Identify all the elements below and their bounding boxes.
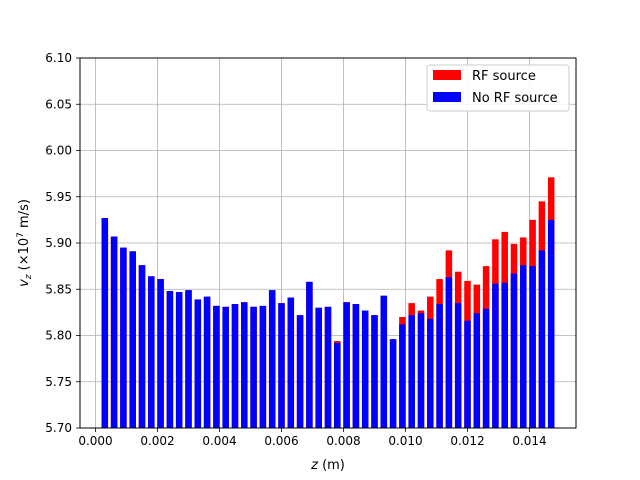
bar-no-rf-source-16	[250, 306, 257, 428]
bar-no-rf-source-1	[110, 236, 118, 428]
bar-no-rf-source-22	[306, 281, 313, 428]
y-axis-label: vz (×107 m/s)	[16, 199, 34, 287]
y-tick-label: 6.10	[45, 51, 72, 65]
y-axis: 5.70 5.75 5.80 5.85 5.90 5.95 6.00 6.05 6.10	[45, 51, 80, 435]
bar-no-rf-source-21	[296, 315, 304, 428]
x-tick-label: 0.014	[512, 434, 546, 448]
y-axis-post: m/s)	[17, 199, 32, 232]
bar-no-rf-source-38	[454, 303, 462, 428]
bar-no-rf-source-30	[380, 295, 388, 428]
bar-no-rf-source-13	[222, 306, 229, 428]
y-axis-pre: (×10	[17, 238, 32, 275]
x-axis: 0.000 0.002 0.004 0.006 0.008 0.010 0.012 0.014	[78, 428, 547, 448]
x-tick-label: 0.002	[140, 434, 174, 448]
x-tick-label: 0.000	[78, 434, 112, 448]
y-tick-label: 5.85	[45, 282, 72, 296]
bar-no-rf-source-23	[315, 307, 322, 428]
bar-no-rf-source-29	[371, 315, 378, 428]
legend-label-no-rf-source: No RF source	[472, 91, 558, 106]
bar-no-rf-source-2	[120, 247, 127, 428]
y-tick-label: 6.00	[45, 144, 72, 158]
bar-no-rf-source-32	[399, 324, 406, 428]
bar-no-rf-source-43	[501, 282, 508, 428]
bar-no-rf-source-4	[138, 265, 146, 428]
bar-no-rf-source-34	[417, 313, 425, 428]
bar-no-rf-source-33	[408, 315, 415, 428]
bar-no-rf-source-40	[473, 313, 481, 428]
bar-no-rf-source-35	[427, 318, 434, 428]
y-tick-label: 5.80	[45, 329, 72, 343]
bar-no-rf-source-18	[268, 290, 276, 428]
x-axis-unit: (m)	[318, 458, 345, 473]
x-tick-label: 0.012	[450, 434, 484, 448]
y-axis-sub: z	[24, 274, 34, 280]
bar-no-rf-source-36	[436, 304, 443, 428]
x-axis-var: z	[310, 458, 319, 473]
bars	[101, 177, 555, 428]
bar-no-rf-source-11	[203, 296, 211, 428]
bar-no-rf-source-10	[194, 299, 202, 428]
y-tick-label: 5.70	[45, 421, 72, 435]
bar-no-rf-source-42	[492, 283, 499, 428]
legend: RF source No RF source	[426, 64, 570, 112]
bar-no-rf-source-19	[278, 303, 285, 428]
bar-no-rf-source-45	[520, 265, 527, 428]
bar-no-rf-source-20	[287, 297, 295, 428]
bar-no-rf-source-37	[445, 277, 453, 428]
y-tick-label: 5.90	[45, 236, 72, 250]
y-tick-label: 5.75	[45, 375, 72, 389]
bar-no-rf-source-24	[324, 306, 332, 428]
bar-no-rf-source-9	[185, 290, 192, 428]
bar-no-rf-source-48	[547, 219, 555, 428]
series-no-rf-source	[101, 218, 555, 428]
bar-no-rf-source-44	[510, 273, 518, 428]
y-tick-label: 5.95	[45, 190, 72, 204]
bar-no-rf-source-27	[352, 304, 360, 428]
bar-no-rf-source-7	[166, 291, 174, 428]
bar-no-rf-source-0	[101, 218, 109, 428]
bar-no-rf-source-25	[334, 342, 341, 428]
x-tick-label: 0.006	[264, 434, 298, 448]
bar-no-rf-source-12	[213, 305, 220, 428]
bar-no-rf-source-46	[529, 266, 536, 428]
bar-no-rf-source-17	[259, 305, 267, 428]
y-axis-exp: 7	[16, 232, 26, 238]
y-axis-var: v	[17, 279, 32, 287]
bar-no-rf-source-26	[343, 302, 350, 428]
x-axis-label: z (m)	[310, 458, 345, 473]
legend-swatch-rf-source	[433, 70, 461, 80]
bar-no-rf-source-6	[157, 279, 164, 428]
legend-label-rf-source: RF source	[472, 69, 536, 84]
x-tick-label: 0.010	[388, 434, 422, 448]
bar-no-rf-source-47	[538, 250, 546, 428]
bar-no-rf-source-14	[231, 304, 239, 428]
x-tick-label: 0.004	[202, 434, 236, 448]
bar-no-rf-source-39	[464, 320, 471, 428]
bar-no-rf-source-5	[148, 276, 155, 428]
legend-box	[426, 64, 570, 112]
bar-no-rf-source-31	[389, 339, 397, 428]
y-tick-label: 6.05	[45, 97, 72, 111]
bar-no-rf-source-3	[129, 251, 136, 428]
x-tick-label: 0.008	[326, 434, 360, 448]
bar-no-rf-source-41	[482, 308, 490, 428]
bar-no-rf-source-8	[175, 292, 183, 428]
bar-no-rf-source-15	[241, 302, 248, 428]
bar-no-rf-source-28	[361, 310, 369, 428]
legend-swatch-no-rf-source	[433, 92, 461, 102]
